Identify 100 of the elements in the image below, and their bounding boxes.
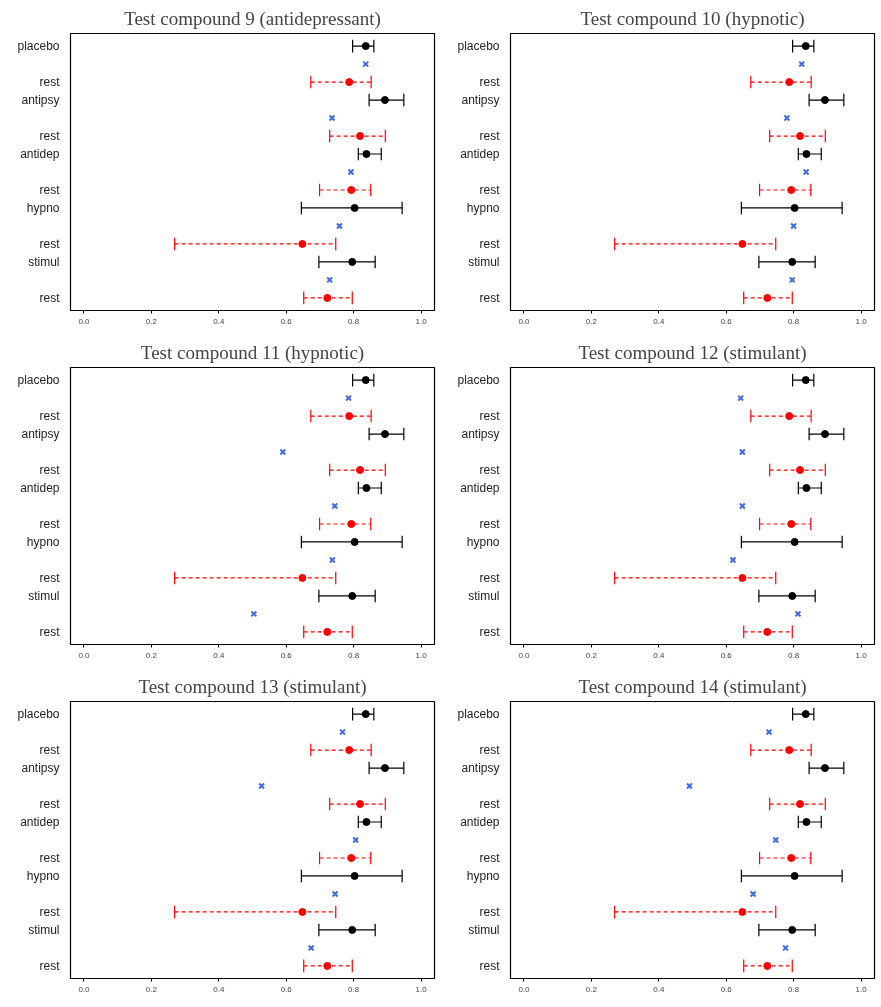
point <box>298 239 307 248</box>
chart-title: Test compound 11 (hypnotic) <box>140 341 365 364</box>
y-tick-label: rest <box>479 516 501 531</box>
x-tick-label: 0.6 <box>720 316 733 326</box>
y-tick-label: rest <box>479 290 501 305</box>
point <box>802 168 810 176</box>
x-tick-label: 0.0 <box>78 984 91 994</box>
point <box>785 746 794 755</box>
x-tick-label: 1.0 <box>855 984 868 994</box>
point <box>738 448 746 456</box>
point <box>250 610 258 618</box>
y-tick-label: rest <box>39 743 61 758</box>
point <box>348 591 357 600</box>
point <box>348 925 357 934</box>
x-tick-label: 0.2 <box>145 650 158 660</box>
point <box>348 257 357 266</box>
point <box>362 60 370 68</box>
x-tick-label: 0.2 <box>585 984 598 994</box>
point <box>350 537 359 546</box>
x-tick-label: 1.0 <box>855 316 868 326</box>
y-tick-label: antipsy <box>21 93 60 108</box>
chart-title: Test compound 14 (stimulant) <box>578 675 807 698</box>
x-tick-label: 0.8 <box>348 316 360 326</box>
x-tick-label: 0.0 <box>78 316 91 326</box>
point <box>787 185 796 194</box>
y-tick-label: rest <box>479 958 501 973</box>
x-tick-label: 0.0 <box>518 650 531 660</box>
point <box>737 394 745 402</box>
y-tick-label: placebo <box>17 373 60 388</box>
point <box>820 96 829 105</box>
y-tick-label: rest <box>39 797 61 812</box>
x-tick-label: 0.4 <box>653 650 665 660</box>
y-tick-label: hypno <box>466 534 500 549</box>
point <box>801 376 810 385</box>
point <box>361 376 370 385</box>
point <box>380 96 389 105</box>
point <box>820 764 829 773</box>
point <box>794 610 802 618</box>
x-tick-label: 0.6 <box>720 650 733 660</box>
point <box>749 890 757 898</box>
point <box>362 484 371 493</box>
x-tick-label: 0.2 <box>145 316 158 326</box>
chart-title: Test compound 9 (antidepressant) <box>124 7 381 30</box>
point <box>801 710 810 719</box>
point <box>790 203 799 212</box>
x-tick-label: 0.8 <box>348 650 360 660</box>
y-tick-label: antidep <box>20 815 60 830</box>
point <box>801 42 810 51</box>
y-tick-label: rest <box>39 236 61 251</box>
x-tick-label: 0.4 <box>653 984 665 994</box>
y-tick-label: hypno <box>26 200 60 215</box>
point <box>790 537 799 546</box>
point <box>738 502 746 510</box>
x-tick-label: 0.8 <box>788 316 800 326</box>
point <box>788 276 796 284</box>
x-tick-label: 0.6 <box>280 984 293 994</box>
point <box>298 573 307 582</box>
point <box>820 430 829 439</box>
point <box>738 239 747 248</box>
point <box>331 502 339 510</box>
point <box>347 185 356 194</box>
x-tick-label: 0.4 <box>653 316 665 326</box>
point <box>345 78 354 87</box>
point <box>763 627 772 636</box>
y-tick-label: rest <box>39 290 61 305</box>
point <box>796 800 805 809</box>
point <box>298 907 307 916</box>
point <box>356 132 365 141</box>
y-tick-label: rest <box>479 75 501 90</box>
y-tick-label: rest <box>39 958 61 973</box>
point <box>356 800 365 809</box>
point <box>802 818 811 827</box>
chart-title: Test compound 13 (stimulant) <box>138 675 367 698</box>
y-tick-label: rest <box>39 516 61 531</box>
point <box>738 907 747 916</box>
x-tick-label: 1.0 <box>415 984 428 994</box>
x-tick-label: 0.2 <box>585 650 598 660</box>
y-tick-label: placebo <box>457 373 500 388</box>
y-tick-label: rest <box>39 624 61 639</box>
point <box>802 150 811 159</box>
x-tick-label: 0.0 <box>78 650 91 660</box>
point <box>361 710 370 719</box>
y-tick-label: hypno <box>466 200 500 215</box>
point <box>772 836 780 844</box>
y-tick-label: placebo <box>17 707 60 722</box>
x-tick-label: 0.6 <box>720 984 733 994</box>
point <box>787 519 796 528</box>
point <box>279 448 287 456</box>
y-tick-label: rest <box>479 904 501 919</box>
y-tick-label: antidep <box>460 815 500 830</box>
point <box>347 168 355 176</box>
point <box>763 293 772 302</box>
y-tick-label: rest <box>39 129 61 144</box>
y-tick-label: rest <box>39 182 61 197</box>
point <box>307 944 315 952</box>
y-tick-label: rest <box>479 797 501 812</box>
point <box>350 203 359 212</box>
x-tick-label: 1.0 <box>855 650 868 660</box>
point <box>785 78 794 87</box>
y-tick-label: antidep <box>20 481 60 496</box>
